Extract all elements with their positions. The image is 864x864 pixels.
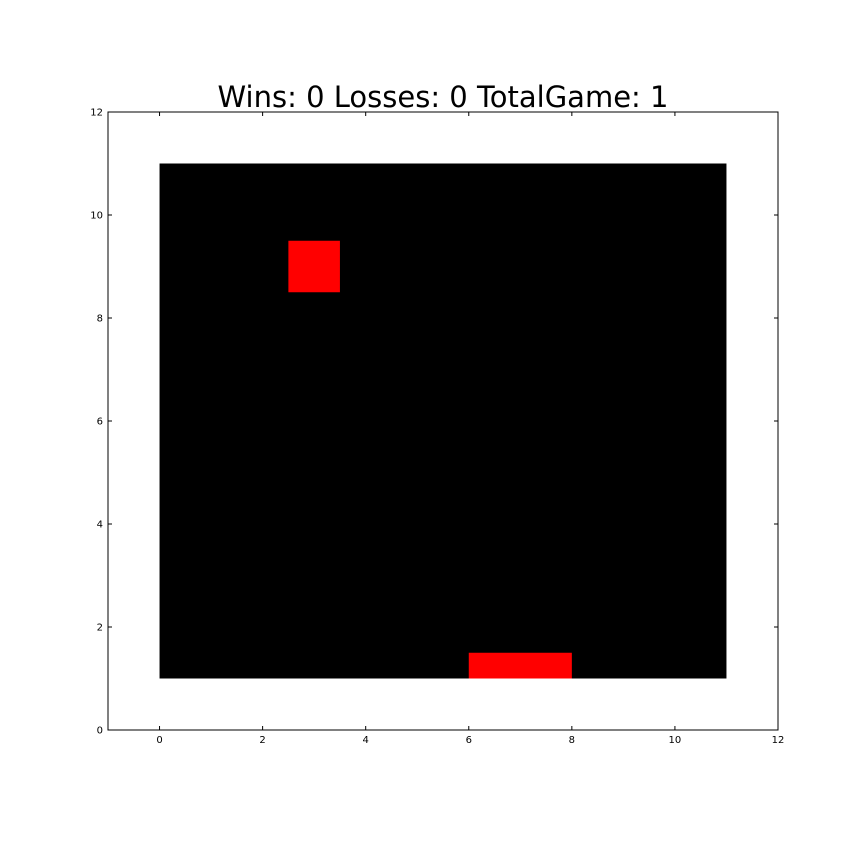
y-tick-label: 8 bbox=[97, 314, 103, 325]
x-tick-label: 10 bbox=[669, 735, 682, 746]
game-board bbox=[159, 163, 727, 679]
y-tick-label: 12 bbox=[90, 108, 103, 119]
x-tick-label: 12 bbox=[772, 735, 785, 746]
x-tick-label: 2 bbox=[259, 735, 265, 746]
plot-area: 0 2 4 6 8 10 12 0 2 4 6 8 10 12 bbox=[90, 108, 784, 747]
x-tick-label: 4 bbox=[363, 735, 369, 746]
y-tick-label: 0 bbox=[97, 726, 103, 737]
score-title: Wins: 0 Losses: 0 TotalGame: 1 bbox=[218, 80, 669, 114]
y-tick-label: 6 bbox=[97, 417, 103, 428]
x-tick-label: 6 bbox=[466, 735, 472, 746]
y-tick-label: 2 bbox=[97, 623, 103, 634]
paddle bbox=[468, 652, 572, 679]
y-tick-label: 4 bbox=[97, 520, 103, 531]
x-tick-label: 8 bbox=[569, 735, 575, 746]
y-tick-label: 10 bbox=[90, 211, 103, 222]
ball bbox=[288, 240, 340, 293]
x-tick-label: 0 bbox=[156, 735, 162, 746]
